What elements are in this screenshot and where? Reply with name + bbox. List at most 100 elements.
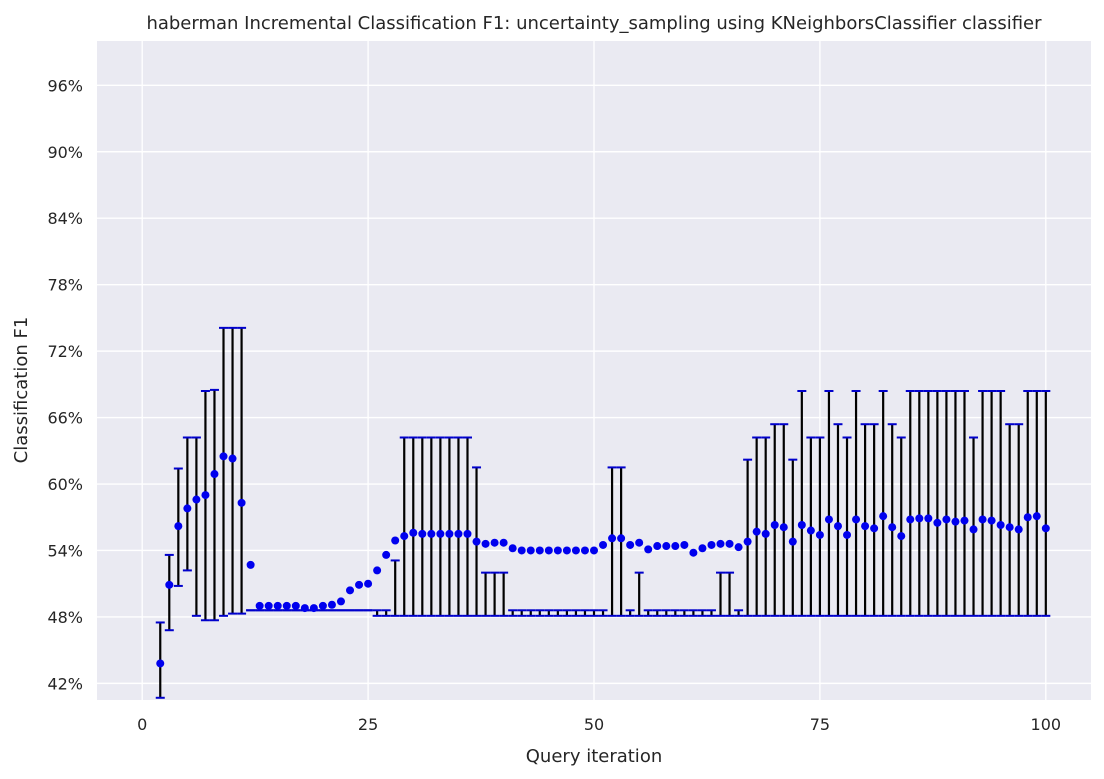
data-point [806, 526, 815, 535]
data-point [499, 538, 508, 547]
data-point [635, 538, 644, 547]
data-point [933, 518, 942, 527]
data-point [174, 522, 183, 531]
data-point [571, 546, 580, 555]
data-point [797, 521, 806, 530]
data-point [309, 604, 318, 613]
data-point [364, 579, 373, 588]
data-point [852, 515, 861, 524]
data-point [815, 530, 824, 539]
data-point [400, 532, 409, 541]
data-point [580, 546, 589, 555]
data-point [418, 529, 427, 538]
data-point [653, 542, 662, 551]
data-point [671, 542, 680, 551]
data-point [508, 544, 517, 553]
y-tick-label: 48% [47, 608, 83, 627]
data-point [526, 546, 535, 555]
data-point [870, 524, 879, 533]
data-point [373, 566, 382, 575]
data-point [255, 601, 264, 610]
data-point [427, 529, 436, 538]
y-axis-label: Classification F1 [11, 317, 32, 464]
data-point [969, 525, 978, 534]
data-point [246, 560, 255, 569]
data-point [544, 546, 553, 555]
y-tick-label: 78% [47, 276, 83, 295]
data-point [409, 528, 418, 537]
data-point [291, 601, 300, 610]
y-tick-label: 96% [47, 76, 83, 95]
data-point [490, 538, 499, 547]
data-point [1005, 523, 1014, 532]
data-point [951, 517, 960, 526]
data-point [201, 491, 210, 500]
data-point [210, 470, 219, 479]
data-point [978, 515, 987, 524]
data-point [843, 530, 852, 539]
data-point [282, 601, 291, 610]
data-point [942, 515, 951, 524]
data-point [734, 543, 743, 552]
x-tick-label: 50 [584, 715, 604, 734]
data-point [228, 454, 237, 463]
x-tick-label: 0 [137, 715, 147, 734]
data-point [599, 540, 608, 549]
chart-title: haberman Incremental Classification F1: … [146, 13, 1042, 34]
data-point [355, 580, 364, 589]
data-point [761, 529, 770, 538]
data-point [454, 529, 463, 538]
data-point [445, 529, 454, 538]
grid-lines [97, 41, 1091, 700]
data-point [924, 514, 933, 523]
data-point [318, 601, 327, 610]
data-point [716, 539, 725, 548]
data-point [156, 659, 165, 668]
data-point [165, 580, 174, 589]
data-point [336, 597, 345, 606]
data-point [517, 546, 526, 555]
data-point [680, 540, 689, 549]
data-point [725, 539, 734, 548]
data-point [879, 512, 888, 521]
data-point [264, 601, 273, 610]
data-point [626, 540, 635, 549]
data-point [662, 542, 671, 551]
data-point [346, 586, 355, 595]
data-point [996, 521, 1005, 530]
data-point [535, 546, 544, 555]
data-point [553, 546, 562, 555]
y-tick-label: 66% [47, 409, 83, 428]
data-point [1023, 513, 1032, 522]
data-point [472, 537, 481, 546]
data-point [689, 548, 698, 557]
data-point [300, 604, 309, 613]
data-point [743, 537, 752, 546]
x-axis-label: Query iteration [526, 746, 662, 767]
data-points [156, 452, 1050, 668]
data-point [707, 540, 716, 549]
data-point [644, 545, 653, 554]
y-tick-label: 84% [47, 209, 83, 228]
data-point [987, 516, 996, 525]
y-tick-label: 42% [47, 674, 83, 693]
data-point [833, 522, 842, 531]
data-point [183, 504, 192, 513]
data-point [960, 516, 969, 525]
data-point [1041, 524, 1050, 533]
data-point [481, 539, 490, 548]
data-point [752, 527, 761, 536]
data-point [824, 515, 833, 524]
data-point [788, 537, 797, 546]
data-point [237, 498, 246, 507]
data-point [608, 534, 617, 543]
data-point [273, 601, 282, 610]
data-point [779, 523, 788, 532]
y-tick-label: 90% [47, 143, 83, 162]
data-point [1014, 525, 1023, 534]
data-point [888, 523, 897, 532]
data-point [1032, 512, 1041, 521]
x-tick-label: 100 [1031, 715, 1062, 734]
